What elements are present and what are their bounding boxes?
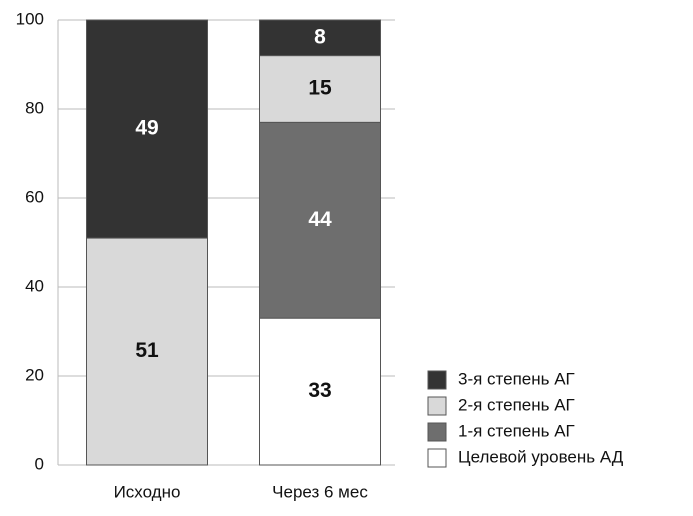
y-tick-label: 20: [25, 365, 44, 384]
bar-segment: [259, 121, 381, 319]
bar-segment: [259, 19, 381, 57]
data-label: 51: [135, 339, 159, 362]
y-tick-label: 100: [16, 9, 44, 28]
legend-label: 2-я степень АГ: [458, 395, 575, 414]
data-label: 49: [135, 117, 158, 140]
bar-segment: [86, 237, 208, 466]
y-tick-label: 80: [25, 98, 44, 117]
y-tick-label: 40: [25, 276, 44, 295]
legend-swatch: [427, 370, 447, 390]
x-tick-label: Через 6 мес: [272, 482, 368, 501]
legend-label: 3-я степень АГ: [458, 369, 575, 388]
data-label: 15: [308, 77, 332, 100]
bar-segment: [259, 317, 381, 466]
bar-segment: [86, 19, 208, 239]
legend-swatch: [427, 448, 447, 468]
legend-label: 1-я степень АГ: [458, 421, 575, 440]
data-label: 33: [308, 379, 331, 402]
bar-segment: [259, 55, 381, 123]
data-label: 44: [308, 208, 332, 231]
legend-swatch: [427, 396, 447, 416]
legend-label: Целевой уровень АД: [458, 447, 624, 466]
y-tick-label: 0: [35, 454, 44, 473]
data-label: 8: [314, 25, 326, 48]
legend-swatch: [427, 422, 447, 442]
x-tick-label: Исходно: [114, 482, 181, 501]
y-tick-label: 60: [25, 187, 44, 206]
